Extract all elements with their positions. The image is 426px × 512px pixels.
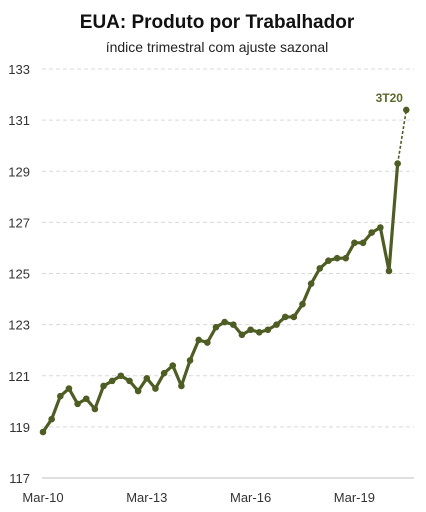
data-point [143, 375, 151, 382]
data-point [74, 400, 81, 408]
data-point [351, 239, 358, 247]
data-point [134, 387, 142, 395]
data-point [160, 369, 168, 377]
y-axis-ticks: 117 119 121 123 125 127 129 131 133 [8, 62, 30, 486]
y-tick-label: 127 [8, 215, 30, 230]
data-point [221, 318, 228, 326]
y-tick-label: 117 [9, 471, 30, 486]
data-point [178, 382, 185, 390]
data-point [195, 336, 202, 344]
projection-label: 3T20 [376, 91, 404, 105]
data-point [316, 265, 324, 272]
data-point [212, 323, 220, 331]
data-point [273, 321, 280, 328]
data-point [57, 392, 64, 400]
data-point [238, 331, 246, 339]
data-point [48, 415, 55, 423]
data-point [394, 160, 401, 167]
data-point [65, 385, 73, 392]
x-axis-ticks: Mar-10 Mar-13 Mar-16 Mar-19 [22, 490, 375, 505]
y-tick-label: 133 [8, 62, 30, 77]
x-tick-label: Mar-16 [230, 490, 271, 505]
chart-subtitle: índice trimestral com ajuste sazonal [106, 39, 329, 55]
data-point [204, 339, 211, 346]
data-point [359, 239, 367, 247]
y-tick-label: 119 [9, 420, 30, 435]
data-point [333, 254, 341, 262]
y-tick-label: 121 [8, 369, 30, 384]
data-point [91, 405, 99, 413]
data-point [377, 224, 384, 231]
data-point [281, 313, 289, 321]
data-point [368, 229, 376, 236]
data-point [108, 377, 116, 385]
data-point [169, 362, 177, 369]
data-point [299, 300, 306, 308]
data-point [230, 321, 237, 328]
series-line [41, 163, 400, 433]
y-tick-label: 123 [8, 318, 30, 333]
data-point [247, 326, 254, 334]
gridlines [42, 68, 414, 479]
data-point [126, 377, 133, 385]
x-tick-label: Mar-13 [126, 490, 167, 505]
data-point [117, 372, 125, 380]
data-point [290, 313, 298, 321]
y-tick-label: 131 [8, 113, 30, 128]
data-point [385, 267, 393, 275]
y-tick-label: 125 [8, 267, 30, 282]
data-point [325, 257, 332, 265]
x-tick-label: Mar-19 [334, 490, 375, 505]
projection-point [403, 106, 410, 114]
x-tick-label: Mar-10 [22, 490, 63, 505]
data-point [152, 385, 159, 392]
chart-title: EUA: Produto por Trabalhador [80, 12, 355, 33]
data-point [100, 382, 107, 390]
data-point [39, 428, 47, 436]
data-point [264, 326, 272, 334]
series-layer [39, 106, 410, 436]
projection-line [396, 109, 408, 164]
data-point [307, 280, 315, 288]
data-point [186, 357, 194, 364]
data-point [342, 254, 350, 262]
data-point [255, 328, 263, 336]
y-tick-label: 129 [8, 164, 30, 179]
data-point [82, 395, 90, 403]
